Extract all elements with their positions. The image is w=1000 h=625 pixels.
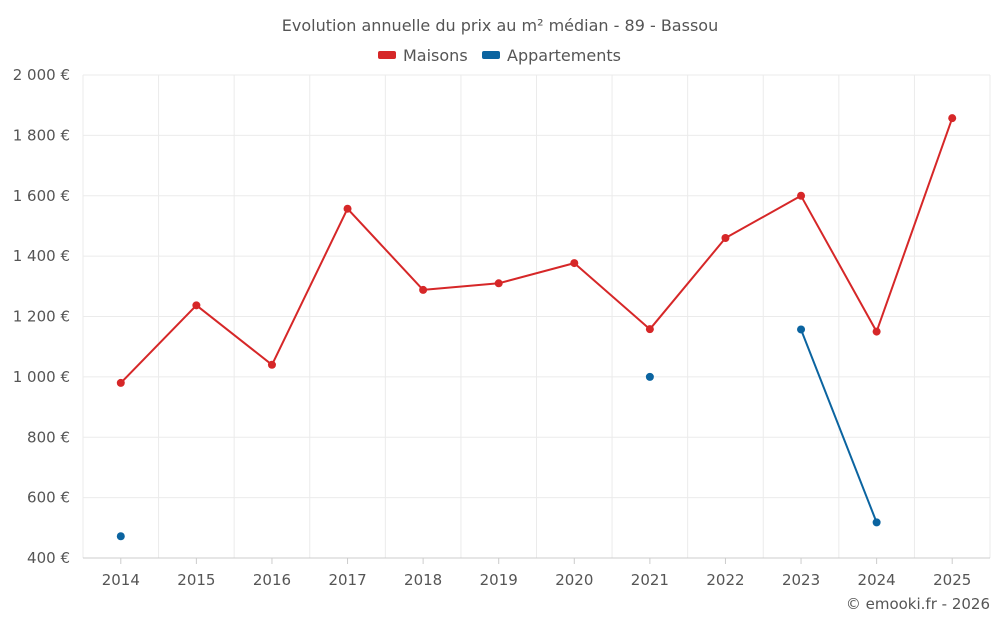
x-tick-label: 2019 xyxy=(480,571,518,589)
data-point-appartements-2021[interactable] xyxy=(645,372,654,381)
credit-text: © emooki.fr - 2026 xyxy=(846,595,990,613)
series-line-appartements xyxy=(800,329,878,523)
series-appartements xyxy=(116,325,881,541)
data-point-maisons-2018[interactable] xyxy=(419,285,428,294)
data-point-maisons-2025[interactable] xyxy=(948,114,957,123)
y-tick-label: 1 800 € xyxy=(13,126,70,144)
x-tick-label: 2018 xyxy=(404,571,442,589)
x-tick-label: 2014 xyxy=(102,571,140,589)
x-tick-label: 2015 xyxy=(177,571,215,589)
grid xyxy=(82,74,991,558)
x-tick-label: 2017 xyxy=(328,571,366,589)
y-axis-ticks: 400 € 600 € 800 € 1 000 € 1 200 € 1 400 € 1 60… xyxy=(13,66,70,567)
legend-swatch-appartements xyxy=(482,51,500,59)
y-tick-label: 1 000 € xyxy=(13,368,70,386)
x-tick-label: 2025 xyxy=(933,571,971,589)
legend: Maisons Appartements xyxy=(378,46,621,65)
x-tick-label: 2022 xyxy=(706,571,744,589)
data-point-maisons-2017[interactable] xyxy=(343,204,352,213)
y-tick-label: 1 200 € xyxy=(13,308,70,326)
x-tick-label: 2020 xyxy=(555,571,593,589)
data-point-maisons-2021[interactable] xyxy=(645,325,654,334)
legend-label-appartements: Appartements xyxy=(507,46,621,65)
data-point-appartements-2014[interactable] xyxy=(116,532,125,541)
legend-label-maisons: Maisons xyxy=(403,46,468,65)
x-tick-label: 2024 xyxy=(858,571,896,589)
data-point-maisons-2023[interactable] xyxy=(797,191,806,200)
series-maisons xyxy=(116,114,957,387)
y-tick-label: 1 400 € xyxy=(13,247,70,265)
x-axis-ticks: 2014 2015 2016 2017 2018 2019 2020 2021 2022 2023… xyxy=(83,557,990,589)
series-line-maisons xyxy=(120,117,954,384)
data-point-maisons-2014[interactable] xyxy=(116,378,125,387)
series xyxy=(116,114,957,541)
x-tick-label: 2023 xyxy=(782,571,820,589)
y-tick-label: 600 € xyxy=(27,489,70,507)
data-point-maisons-2016[interactable] xyxy=(267,360,276,369)
data-point-maisons-2022[interactable] xyxy=(721,234,730,243)
data-point-maisons-2024[interactable] xyxy=(872,327,881,336)
legend-swatch-maisons xyxy=(378,51,396,59)
x-tick-label: 2021 xyxy=(631,571,669,589)
chart-title: Evolution annuelle du prix au m² médian … xyxy=(282,16,718,35)
legend-item-maisons[interactable]: Maisons xyxy=(378,46,468,65)
data-point-appartements-2024[interactable] xyxy=(872,518,881,527)
y-tick-label: 2 000 € xyxy=(13,66,70,84)
y-tick-label: 800 € xyxy=(27,428,70,446)
data-point-appartements-2023[interactable] xyxy=(797,325,806,334)
x-tick-label: 2016 xyxy=(253,571,291,589)
legend-item-appartements[interactable]: Appartements xyxy=(482,46,621,65)
y-tick-label: 400 € xyxy=(27,549,70,567)
y-tick-label: 1 600 € xyxy=(13,187,70,205)
data-point-maisons-2019[interactable] xyxy=(494,279,503,288)
data-point-maisons-2020[interactable] xyxy=(570,259,579,268)
data-point-maisons-2015[interactable] xyxy=(192,301,201,310)
